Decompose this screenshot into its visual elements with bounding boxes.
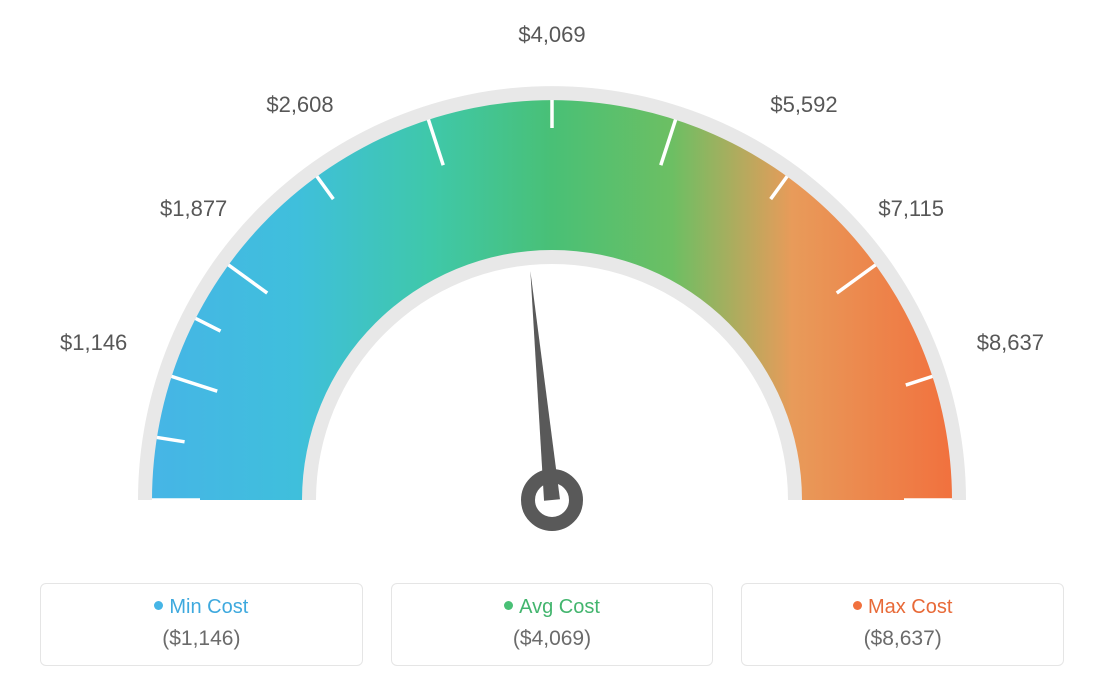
scale-label: $5,592 [770, 92, 837, 118]
scale-label: $1,146 [60, 330, 127, 356]
legend-card-max: Max Cost ($8,637) [741, 583, 1064, 666]
legend-title-text: Min Cost [169, 596, 248, 618]
legend-title-max: Max Cost [742, 596, 1063, 619]
legend-card-avg: Avg Cost ($4,069) [391, 583, 714, 666]
legend-dot-icon [504, 601, 513, 610]
legend-title-avg: Avg Cost [392, 596, 713, 619]
scale-label: $1,877 [160, 196, 227, 222]
gauge-svg [0, 0, 1104, 560]
legend-title-text: Avg Cost [519, 596, 600, 618]
scale-label: $8,637 [977, 330, 1044, 356]
scale-label: $7,115 [878, 196, 944, 222]
legend-value-max: ($8,637) [742, 627, 1063, 651]
scale-label: $4,069 [518, 22, 585, 48]
legend-value-avg: ($4,069) [392, 627, 713, 651]
legend-title-min: Min Cost [41, 596, 362, 619]
scale-label: $2,608 [266, 92, 333, 118]
legend-dot-icon [853, 601, 862, 610]
legend-title-text: Max Cost [868, 596, 952, 618]
gauge: $1,146 $1,877 $2,608 $4,069 $5,592 $7,115 $8,6… [0, 0, 1104, 560]
legend-row: Min Cost ($1,146) Avg Cost ($4,069) Max Cost… [40, 583, 1064, 666]
gauge-chart-container: $1,146 $1,877 $2,608 $4,069 $5,592 $7,115 $8,6… [0, 0, 1104, 690]
legend-value-min: ($1,146) [41, 627, 362, 651]
legend-card-min: Min Cost ($1,146) [40, 583, 363, 666]
legend-dot-icon [154, 601, 163, 610]
